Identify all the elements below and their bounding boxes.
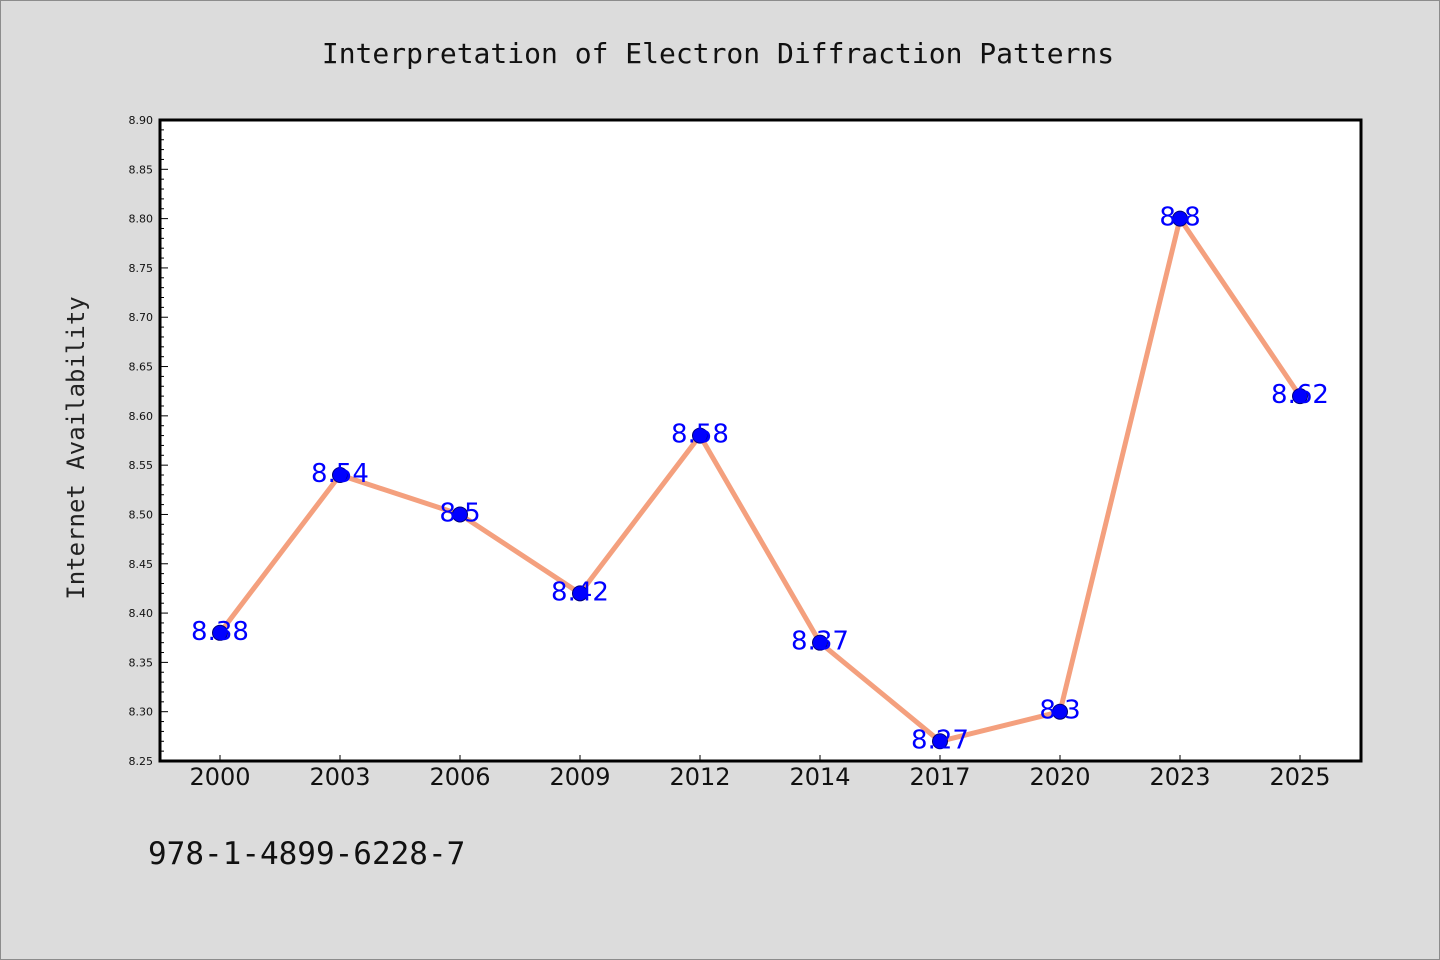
x-tick-label: 2009	[549, 763, 610, 791]
data-point	[1052, 703, 1068, 720]
chart-title: Interpretation of Electron Diffraction P…	[322, 37, 1114, 70]
y-tick-label: 8.70	[129, 311, 154, 324]
x-tick-label: 2023	[1149, 763, 1210, 791]
x-tick-label: 2003	[309, 763, 370, 791]
data-label: 8.5	[439, 498, 480, 528]
isbn-text: 978-1-4899-6228-7	[148, 836, 465, 872]
y-tick-label: 8.75	[129, 262, 154, 275]
y-tick-label: 8.65	[129, 361, 154, 374]
y-tick-label: 8.45	[129, 558, 154, 571]
plot-area	[158, 118, 1363, 763]
data-point	[572, 585, 588, 602]
data-label: 8.42	[551, 577, 609, 607]
data-labels: 8.38 8.54 8.5 8.42 8.58 8.37 8.27 8.3 8.8 8.62	[191, 203, 1329, 756]
x-tick-label: 2012	[669, 763, 730, 791]
data-point	[1172, 210, 1188, 227]
data-point	[452, 506, 468, 523]
data-label: 8.38	[191, 617, 249, 647]
x-tick-label: 2006	[429, 763, 490, 791]
y-tick-label: 8.80	[129, 213, 154, 226]
data-point	[332, 467, 348, 484]
data-label: 8.8	[1159, 203, 1200, 233]
x-tick-label: 2014	[789, 763, 850, 791]
data-point	[812, 634, 828, 651]
data-point	[932, 733, 948, 750]
x-tick-label: 2017	[909, 763, 970, 791]
data-point	[1292, 388, 1308, 405]
x-tick-label: 2000	[189, 763, 250, 791]
series-markers	[212, 210, 1308, 750]
y-tick-label: 8.60	[129, 410, 154, 423]
y-tick-label: 8.35	[129, 656, 154, 669]
x-axis: 2000 2003 2006 2009 2012 2014 2017 2020 2023 2025	[189, 755, 1331, 791]
x-tick-label: 2025	[1269, 763, 1330, 791]
y-tick-label: 8.30	[129, 706, 154, 719]
y-tick-label: 8.25	[129, 755, 154, 768]
data-label: 8.3	[1039, 696, 1080, 726]
x-tick-label: 2020	[1029, 763, 1090, 791]
series-polyline	[217, 216, 1303, 744]
y-tick-label: 8.50	[129, 508, 154, 521]
y-axis: 8.25 8.30 8.35 8.40 8.45 8.50 8.55 8.60 8.65 8.70…	[129, 114, 168, 768]
data-label: 8.62	[1271, 380, 1329, 410]
data-label: 8.37	[791, 627, 849, 657]
data-label: 8.54	[311, 459, 369, 489]
data-point	[212, 624, 228, 641]
y-tick-label: 8.90	[129, 114, 154, 127]
y-tick-label: 8.40	[129, 607, 154, 620]
data-label: 8.27	[911, 725, 969, 755]
y-tick-label: 8.85	[129, 163, 154, 176]
data-label: 8.58	[671, 420, 729, 450]
data-point	[692, 427, 708, 444]
series-line	[217, 216, 1303, 744]
y-tick-label: 8.55	[129, 459, 154, 472]
y-axis-label: Internet Availability	[62, 296, 90, 599]
